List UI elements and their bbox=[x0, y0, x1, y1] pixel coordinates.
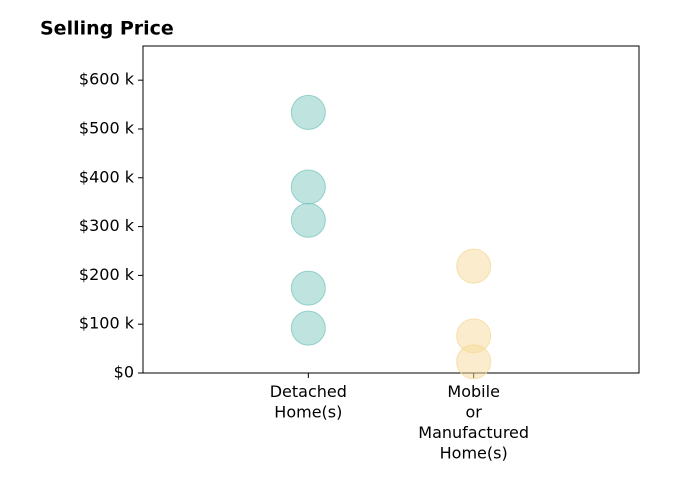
x-tick-label-line: Home(s) bbox=[274, 402, 342, 421]
y-tick-label: $0 bbox=[114, 363, 134, 382]
x-tick-label-line: Detached bbox=[270, 382, 347, 401]
x-tick-label: Mobile or Manufactured Home(s) bbox=[418, 382, 529, 463]
x-tick-label-line: or bbox=[465, 402, 482, 421]
chart-title: Selling Price bbox=[40, 18, 174, 40]
point bbox=[290, 169, 326, 205]
y-tick-label: $100 k bbox=[79, 314, 135, 333]
x-tick-label-line: Mobile bbox=[447, 382, 499, 401]
x-tick-label-line: Home(s) bbox=[440, 443, 508, 462]
point bbox=[290, 270, 326, 306]
y-tick-label: $500 k bbox=[79, 118, 135, 137]
x-tick-label-line: Manufactured bbox=[418, 423, 529, 442]
point bbox=[290, 310, 326, 346]
plot-frame bbox=[142, 45, 640, 374]
point bbox=[456, 248, 492, 284]
x-tick-label: Detached Home(s) bbox=[270, 382, 347, 422]
y-tick-label: $400 k bbox=[79, 167, 135, 186]
y-tick-label: $300 k bbox=[79, 216, 135, 235]
point bbox=[290, 202, 326, 238]
y-tick-label: $200 k bbox=[79, 265, 135, 284]
point bbox=[290, 94, 326, 130]
y-tick-label: $600 k bbox=[79, 70, 135, 89]
point bbox=[456, 344, 492, 380]
